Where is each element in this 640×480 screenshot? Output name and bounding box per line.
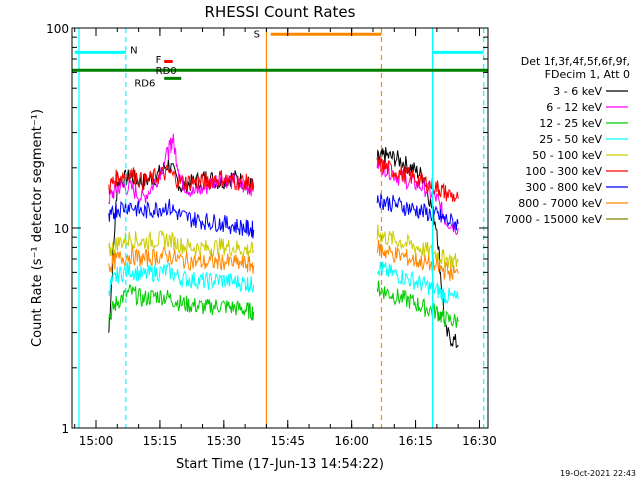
y-tick-label: 100: [46, 22, 69, 36]
series-line-100-300keV-seg1: [377, 156, 459, 202]
plot-area: [108, 133, 459, 349]
y-tick-label: 1: [61, 422, 69, 436]
legend: Det 1f,3f,4f,5f,6f,9f,FDecim 1, Att 0 3 -…: [504, 55, 630, 226]
series-line-12-25keV-seg0: [108, 284, 255, 325]
series-line-25-50keV-seg0: [108, 262, 255, 297]
marker-label-f: F: [156, 55, 162, 66]
series-line-800-7000keV-seg0: [108, 245, 255, 274]
legend-label: 12 - 25 keV: [539, 117, 602, 130]
marker-label-s: S: [254, 29, 260, 40]
series-line-12-25keV-seg1: [376, 280, 459, 328]
series-line-300-800keV-seg0: [108, 198, 255, 239]
x-tick-label: 16:00: [334, 434, 369, 448]
x-tick-label: 15:00: [79, 434, 114, 448]
legend-label: 300 - 800 keV: [525, 181, 602, 194]
series-line-50-100keV-seg1: [376, 224, 459, 269]
legend-label: 3 - 6 keV: [553, 85, 602, 98]
legend-label: 6 - 12 keV: [546, 101, 602, 114]
y-tick-label: 10: [54, 222, 69, 236]
x-tick-label: 16:30: [462, 434, 497, 448]
render-timestamp: 19-Oct-2021 22:43: [560, 469, 636, 478]
x-tick-label: 15:30: [207, 434, 242, 448]
legend-label: 100 - 300 keV: [525, 165, 602, 178]
legend-label: 7000 - 15000 keV: [504, 213, 602, 226]
y-axis-label: Count Rate (s⁻¹ detector segment⁻¹): [30, 109, 45, 347]
series-line-100-300keV-seg0: [108, 164, 255, 196]
x-axis: 15:00 15:15 15:30 15:45 16:00 16:15 16:30: [74, 28, 497, 448]
x-tick-label: 16:15: [398, 434, 433, 448]
y-axis: 1 10 100: [46, 22, 488, 436]
series-line-300-800keV-seg1: [376, 193, 459, 231]
legend-header-line: Det 1f,3f,4f,5f,6f,9f,: [521, 55, 630, 68]
series-line-50-100keV-seg0: [108, 230, 255, 258]
series-line-800-7000keV-seg1: [376, 239, 459, 281]
legend-header-line: FDecim 1, Att 0: [545, 68, 630, 81]
marker-label-n: N: [130, 46, 137, 57]
series-line-6-12keV-seg0: [108, 133, 255, 205]
legend-label: 50 - 100 keV: [532, 149, 602, 162]
chart-title: RHESSI Count Rates: [205, 3, 356, 21]
x-tick-label: 15:45: [270, 434, 305, 448]
legend-label: 800 - 7000 keV: [518, 197, 602, 210]
x-tick-label: 15:15: [143, 434, 178, 448]
series-line-25-50keV-seg1: [376, 261, 459, 305]
legend-label: 25 - 50 keV: [539, 133, 602, 146]
marker-label-rd0: RD0: [156, 66, 177, 77]
x-axis-label: Start Time (17-Jun-13 14:54:22): [176, 457, 384, 472]
marker-label-rd6: RD6: [134, 78, 155, 89]
